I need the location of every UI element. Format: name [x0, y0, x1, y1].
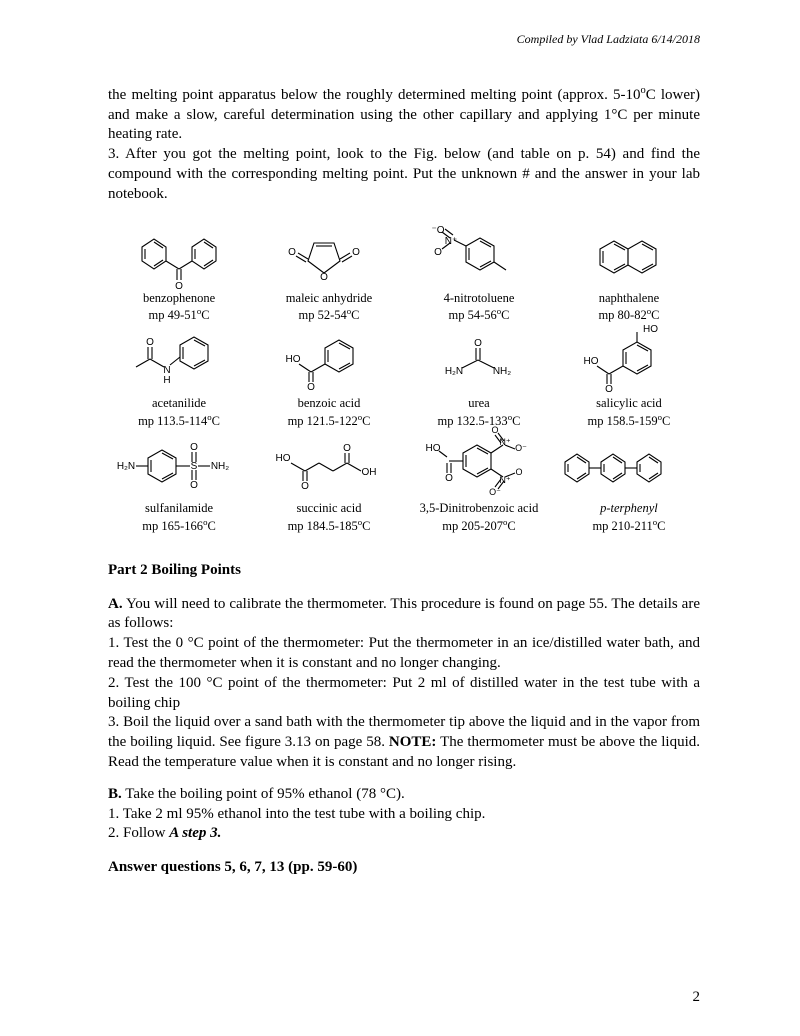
svg-text:⁻O: ⁻O: [431, 225, 444, 236]
svg-text:N⁺: N⁺: [499, 437, 510, 447]
svg-text:O⁻: O⁻: [489, 487, 501, 497]
svg-text:O: O: [343, 443, 351, 454]
compound-row: O N H acetanilide mp 113.5-114oC: [108, 328, 700, 429]
structure-sulfanilamide: H₂N S O O NH₂: [108, 433, 250, 499]
section-b-lead: B.: [108, 786, 122, 802]
page-header: Compiled by Vlad Ladziata 6/14/2018: [108, 32, 700, 48]
note-label: NOTE:: [389, 734, 437, 750]
svg-text:O⁻: O⁻: [515, 443, 527, 453]
svg-text:O: O: [445, 473, 453, 484]
compound-cell: p-terphenyl mp 210-211oC: [558, 433, 700, 534]
part2-title: Part 2 Boiling Points: [108, 561, 700, 581]
section-a-text: You will need to calibrate the thermomet…: [108, 596, 700, 632]
svg-text:O: O: [307, 382, 315, 393]
compound-label: p-terphenyl mp 210-211oC: [558, 501, 700, 534]
compounds-figure: O benzophenone mp 49-51oC O O: [108, 223, 700, 535]
svg-text:O: O: [146, 337, 154, 348]
structure-4-nitrotoluene: N⁺ ⁻O O: [408, 223, 550, 289]
intro-p2: 3. After you got the melting point, look…: [108, 146, 700, 202]
svg-text:HO: HO: [643, 324, 658, 335]
page-number: 2: [693, 988, 701, 1008]
compound-label: maleic anhydride mp 52-54oC: [258, 291, 400, 324]
answer-questions: Answer questions 5, 6, 7, 13 (pp. 59-60): [108, 858, 700, 878]
svg-text:O: O: [605, 384, 613, 395]
compound-label: salicylic acid mp 158.5-159oC: [558, 396, 700, 429]
part2-body: A. You will need to calibrate the thermo…: [108, 595, 700, 773]
section-b-text: Take the boiling point of 95% ethanol (7…: [122, 786, 405, 802]
compound-cell: naphthalene mp 80-82oC: [558, 223, 700, 324]
svg-text:O: O: [320, 272, 328, 283]
svg-text:O: O: [515, 467, 522, 477]
svg-text:N⁺: N⁺: [445, 236, 458, 247]
structure-acetanilide: O N H: [108, 328, 250, 394]
step-b1: 1. Take 2 ml 95% ethanol into the test t…: [108, 806, 485, 822]
compound-label: naphthalene mp 80-82oC: [558, 291, 700, 324]
structure-maleic-anhydride: O O O: [258, 223, 400, 289]
compound-cell: N⁺ ⁻O O 4-nitrotoluene mp 54-56oC: [408, 223, 550, 324]
svg-text:O: O: [190, 480, 198, 491]
svg-text:S: S: [191, 461, 198, 472]
structure-succinic-acid: HO O O OH: [258, 433, 400, 499]
intro-p1a: the melting point apparatus below the ro…: [108, 87, 640, 103]
compound-label: sulfanilamide mp 165-166oC: [108, 501, 250, 534]
compound-cell: HO O O OH succinic acid mp 184.5-185oC: [258, 433, 400, 534]
structure-p-terphenyl: [558, 433, 700, 499]
svg-text:NH₂: NH₂: [211, 461, 229, 472]
compound-cell: HO O benzoic acid mp 121.5-122oC: [258, 328, 400, 429]
section-a-lead: A.: [108, 596, 123, 612]
structure-naphthalene: [558, 223, 700, 289]
compound-row: O benzophenone mp 49-51oC O O: [108, 223, 700, 324]
svg-text:HO: HO: [286, 354, 301, 365]
compound-label: benzophenone mp 49-51oC: [108, 291, 250, 324]
compound-label: benzoic acid mp 121.5-122oC: [258, 396, 400, 429]
compound-cell: HO O N⁺ O O⁻ N⁺ O⁻ O 3,5-Dinitrobenzoic …: [408, 433, 550, 534]
svg-text:H₂N: H₂N: [445, 366, 463, 377]
intro-paragraphs: the melting point apparatus below the ro…: [108, 84, 700, 205]
compound-cell: O O O maleic anhydride mp 52-54oC: [258, 223, 400, 324]
structure-dinitrobenzoic-acid: HO O N⁺ O O⁻ N⁺ O⁻ O: [408, 433, 550, 499]
step-b2a: 2. Follow: [108, 825, 169, 841]
compound-row: H₂N S O O NH₂ sulfanilamide mp 165-166oC: [108, 433, 700, 534]
svg-text:O: O: [434, 247, 442, 258]
compound-cell: HO HO O salicylic acid mp 158.5-159oC: [558, 328, 700, 429]
structure-urea: H₂N NH₂ O: [408, 328, 550, 394]
compound-label: urea mp 132.5-133oC: [408, 396, 550, 429]
svg-text:O: O: [352, 247, 360, 258]
svg-text:H₂N: H₂N: [117, 461, 135, 472]
page: Compiled by Vlad Ladziata 6/14/2018 the …: [0, 0, 800, 1036]
compound-cell: H₂N NH₂ O urea mp 132.5-133oC: [408, 328, 550, 429]
svg-text:H: H: [163, 375, 170, 386]
svg-text:N⁺: N⁺: [499, 475, 510, 485]
svg-text:HO: HO: [425, 443, 440, 454]
compound-cell: O N H acetanilide mp 113.5-114oC: [108, 328, 250, 429]
compound-label: acetanilide mp 113.5-114oC: [108, 396, 250, 429]
structure-salicylic-acid: HO HO O: [558, 328, 700, 394]
svg-text:O: O: [301, 481, 309, 492]
svg-text:O: O: [474, 338, 482, 349]
svg-text:OH: OH: [362, 467, 377, 478]
step-b2b: A step 3.: [169, 825, 221, 841]
svg-text:O: O: [190, 442, 198, 453]
compound-label: succinic acid mp 184.5-185oC: [258, 501, 400, 534]
step-a1: 1. Test the 0 °C point of the thermomete…: [108, 635, 700, 671]
svg-text:HO: HO: [583, 356, 598, 367]
step-a2: 2. Test the 100 °C point of the thermome…: [108, 675, 700, 711]
compound-cell: H₂N S O O NH₂ sulfanilamide mp 165-166oC: [108, 433, 250, 534]
part2-section-b: B. Take the boiling point of 95% ethanol…: [108, 785, 700, 844]
svg-text:HO: HO: [276, 453, 291, 464]
structure-benzophenone: O: [108, 223, 250, 289]
structure-benzoic-acid: HO O: [258, 328, 400, 394]
compound-label: 4-nitrotoluene mp 54-56oC: [408, 291, 550, 324]
svg-text:NH₂: NH₂: [493, 366, 511, 377]
compound-label: 3,5-Dinitrobenzoic acid mp 205-207oC: [408, 501, 550, 534]
svg-text:O: O: [288, 247, 296, 258]
compound-cell: O benzophenone mp 49-51oC: [108, 223, 250, 324]
svg-text:O: O: [491, 425, 498, 435]
